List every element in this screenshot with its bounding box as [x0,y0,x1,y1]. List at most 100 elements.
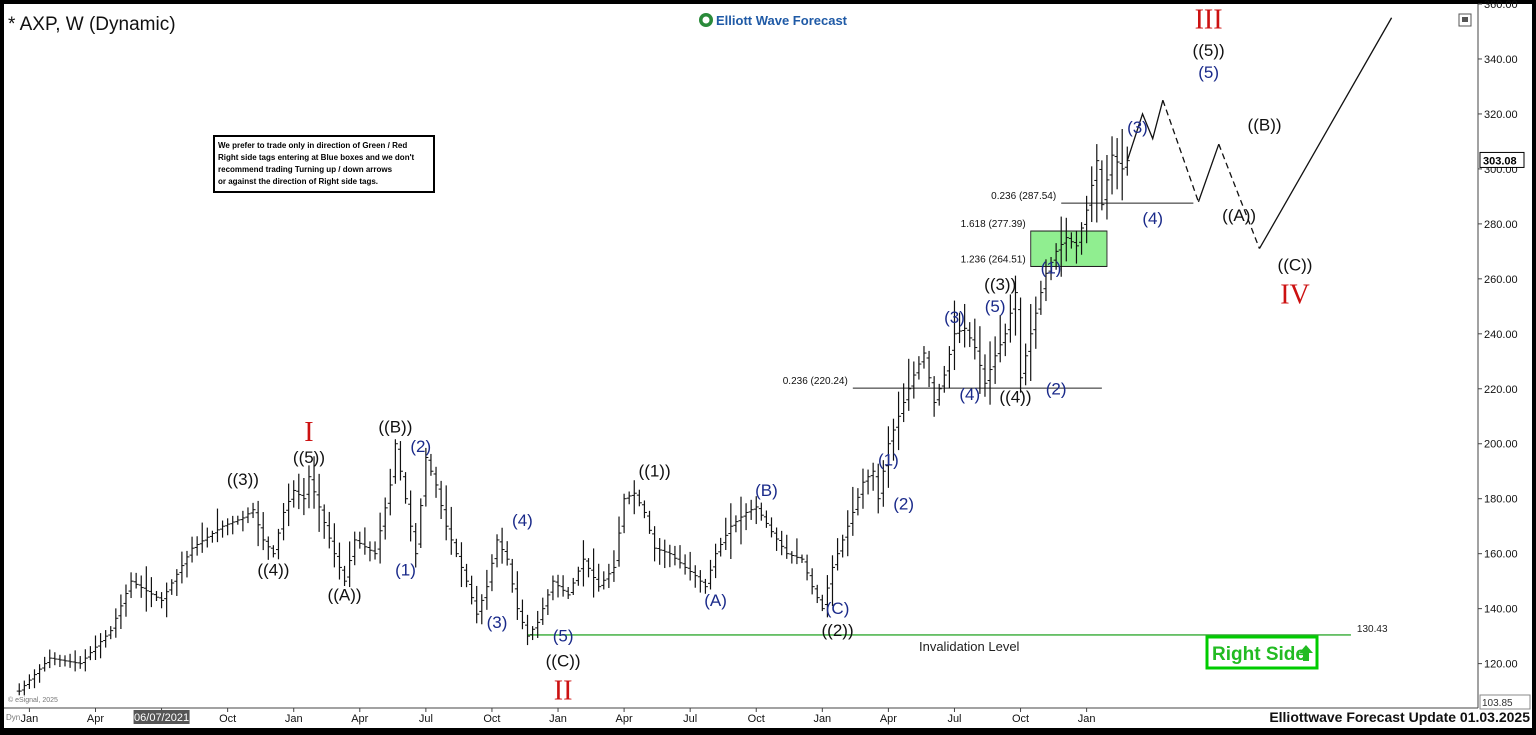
price-bar [118,594,124,629]
price-bar [626,491,632,505]
price-bar [748,499,754,520]
price-bar [179,551,185,584]
wave-label: (B) [755,481,778,500]
price-bar [489,554,495,592]
projection-paths [1126,17,1393,249]
price-bar [265,536,271,560]
price-bar [901,383,907,423]
price-bar [896,391,902,451]
wave-label: (2) [410,437,431,456]
price-bar [159,592,165,609]
price-bar [1023,343,1029,386]
price-bar [138,575,144,598]
price-bar [926,350,932,388]
price-bar [987,341,993,405]
price-bar [794,538,800,565]
x-tick-label: Jan [1078,713,1096,725]
wave-label: (2) [893,495,914,514]
price-bar [1007,294,1013,343]
price-bar [997,315,1003,363]
wave-label: (5) [553,627,574,646]
x-axis-ticks: Jan Apr 06/07/2021 Oct Jan Apr Jul Oct Jan Apr Jul… [21,708,1096,725]
projection-solid [1197,143,1220,203]
price-bar [37,664,43,683]
price-bar [372,541,378,560]
price-bar [951,300,957,371]
last-price-box [1479,151,1525,168]
price-bar [291,480,297,508]
price-bar [189,536,195,563]
price-bar [708,559,714,590]
up-arrow-icon [1299,645,1313,661]
price-bar [509,558,515,593]
price-bar [753,496,759,525]
price-bar [941,365,947,393]
price-bar [479,594,485,625]
note-line: recommend trading Turning up / down arro… [218,165,393,174]
wave-label: ((A)) [1222,206,1256,225]
x-tick-label: Oct [483,713,500,725]
wave-label: ((5)) [1193,41,1225,60]
y-axis-ticks: 120.00 140.00 160.00 180.00 200.00 220.00 240.… [1478,0,1518,671]
fib-level-label: 1.618 (277.39) [961,219,1026,230]
price-bar [143,566,149,612]
price-bar [403,472,409,504]
right-side-tag: Right Side [1205,635,1319,670]
price-bar [1084,195,1090,244]
price-bar [469,575,475,605]
price-bar [245,507,251,524]
wave-label: ((4)) [257,561,289,580]
price-bar [204,527,210,548]
price-bar [230,515,236,535]
wave-label: (4) [959,385,980,404]
x-tick-label: Jan [549,713,567,725]
wave-label: (3) [487,613,508,632]
price-bar [763,510,769,528]
price-bar [153,590,159,602]
price-bar [1089,166,1095,223]
price-bar [98,633,104,659]
wave-label: (3) [944,308,965,327]
x-tick-label: Oct [748,713,765,725]
price-bar [1119,128,1125,201]
price-bar [240,510,246,532]
wave-label: ((5)) [293,448,325,467]
price-bar [819,594,825,612]
price-bar [42,656,48,672]
price-bar [814,584,820,604]
price-bar [906,358,912,411]
x-axis-area [4,708,1532,728]
wave-label: (3) [1127,118,1148,137]
price-bar [1079,222,1085,255]
price-bar [845,510,851,557]
restore-icon[interactable] [1458,13,1472,27]
projection-dashed [1162,99,1200,203]
price-bar [225,518,231,536]
x-tick-label: Oct [1012,713,1029,725]
wave-label: (5) [1198,63,1219,82]
price-bar [631,480,637,515]
note-line: We prefer to trade only in direction of … [218,141,407,150]
price-bar [306,465,312,509]
price-bar [809,568,815,595]
wave-label: ((C)) [546,651,581,670]
price-bar [199,522,205,553]
invalidation-label: Invalidation Level [919,639,1020,654]
price-bar [789,551,795,564]
price-bar [301,477,307,516]
price-bar [519,599,525,630]
price-bar [647,510,653,534]
price-bar [281,503,287,541]
price-bar [530,626,536,641]
price-bar [982,354,988,397]
wave-label: ((3)) [227,470,259,489]
wave-label: (4) [1142,209,1163,228]
price-bar [921,346,927,369]
y-tick-label: 220.00 [1484,384,1518,396]
price-bars [16,128,1130,696]
price-bar [133,572,139,589]
wave-label: ((C)) [1278,256,1313,275]
price-bar [423,447,429,507]
price-bar [57,654,63,668]
price-bar [611,550,617,582]
